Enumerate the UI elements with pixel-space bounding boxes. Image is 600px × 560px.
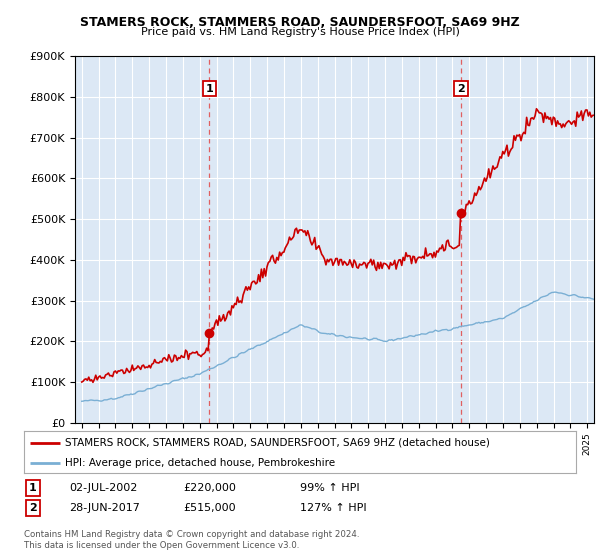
Text: HPI: Average price, detached house, Pembrokeshire: HPI: Average price, detached house, Pemb… [65, 458, 335, 468]
Text: 2: 2 [29, 503, 37, 513]
Text: £515,000: £515,000 [183, 503, 236, 513]
Text: 1: 1 [206, 83, 214, 94]
Text: £220,000: £220,000 [183, 483, 236, 493]
Text: 02-JUL-2002: 02-JUL-2002 [69, 483, 137, 493]
Text: 28-JUN-2017: 28-JUN-2017 [69, 503, 140, 513]
Text: 127% ↑ HPI: 127% ↑ HPI [300, 503, 367, 513]
Text: STAMERS ROCK, STAMMERS ROAD, SAUNDERSFOOT, SA69 9HZ: STAMERS ROCK, STAMMERS ROAD, SAUNDERSFOO… [80, 16, 520, 29]
Text: 99% ↑ HPI: 99% ↑ HPI [300, 483, 359, 493]
Text: STAMERS ROCK, STAMMERS ROAD, SAUNDERSFOOT, SA69 9HZ (detached house): STAMERS ROCK, STAMMERS ROAD, SAUNDERSFOO… [65, 437, 490, 447]
Text: Contains HM Land Registry data © Crown copyright and database right 2024.: Contains HM Land Registry data © Crown c… [24, 530, 359, 539]
Text: 1: 1 [29, 483, 37, 493]
Text: 2: 2 [457, 83, 465, 94]
Text: This data is licensed under the Open Government Licence v3.0.: This data is licensed under the Open Gov… [24, 541, 299, 550]
Text: Price paid vs. HM Land Registry's House Price Index (HPI): Price paid vs. HM Land Registry's House … [140, 27, 460, 37]
